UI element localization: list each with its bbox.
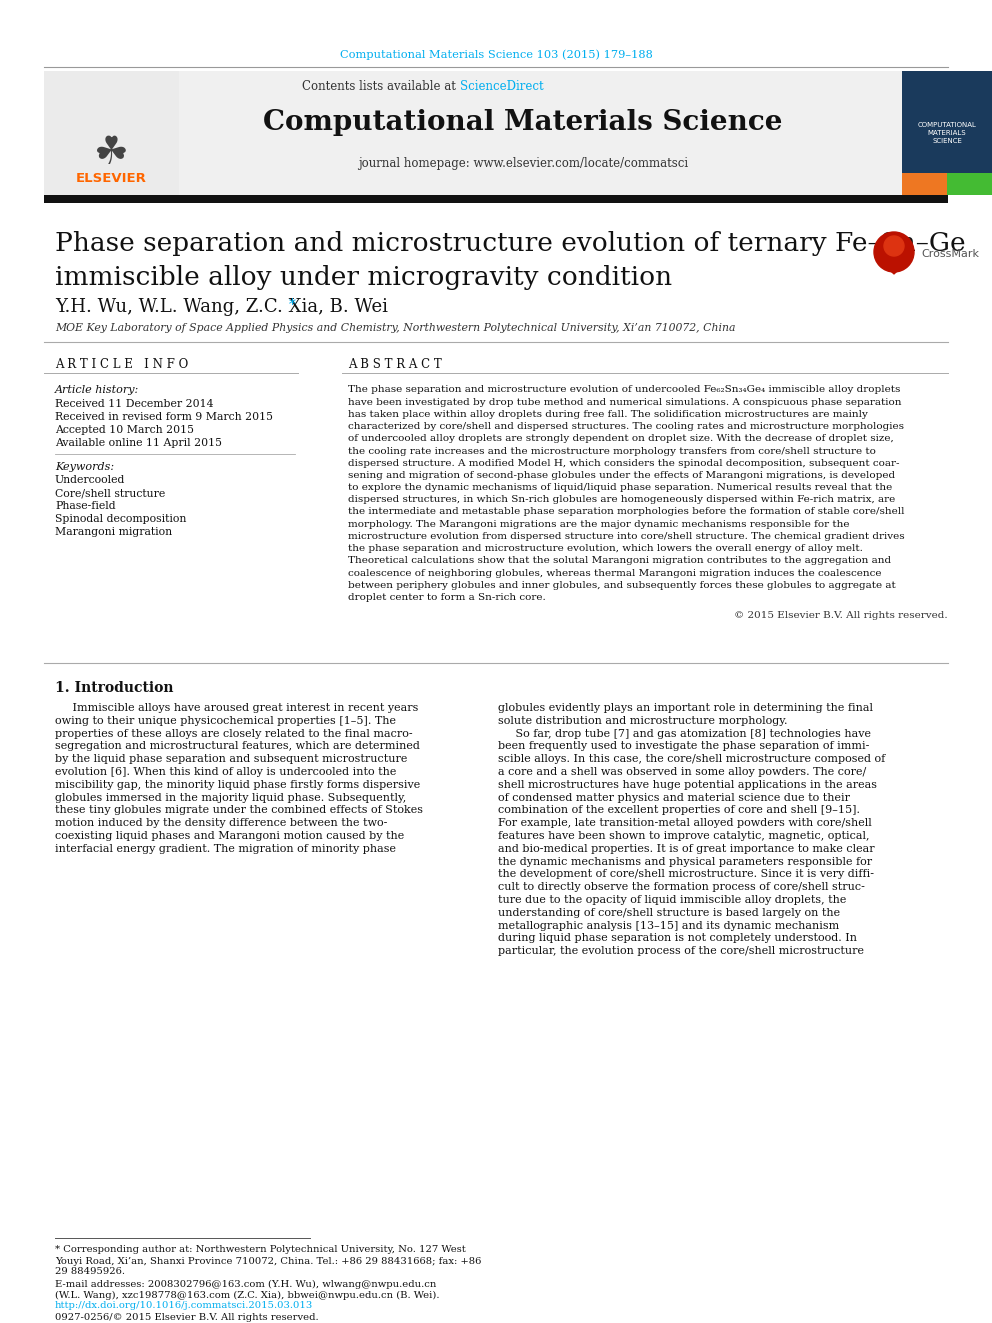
- Text: CrossMark: CrossMark: [921, 249, 979, 259]
- Text: to explore the dynamic mechanisms of liquid/liquid phase separation. Numerical r: to explore the dynamic mechanisms of liq…: [348, 483, 892, 492]
- Text: ELSEVIER: ELSEVIER: [75, 172, 147, 184]
- Text: Spinodal decomposition: Spinodal decomposition: [55, 515, 186, 524]
- Text: motion induced by the density difference between the two-: motion induced by the density difference…: [55, 818, 387, 828]
- Text: solute distribution and microstructure morphology.: solute distribution and microstructure m…: [498, 716, 788, 726]
- Text: Core/shell structure: Core/shell structure: [55, 488, 166, 497]
- Text: A R T I C L E   I N F O: A R T I C L E I N F O: [55, 359, 188, 372]
- Text: and bio-medical properties. It is of great importance to make clear: and bio-medical properties. It is of gre…: [498, 844, 875, 853]
- Text: Computational Materials Science 103 (2015) 179–188: Computational Materials Science 103 (201…: [339, 50, 653, 61]
- Text: interfacial energy gradient. The migration of minority phase: interfacial energy gradient. The migrati…: [55, 844, 396, 853]
- Text: been frequently used to investigate the phase separation of immi-: been frequently used to investigate the …: [498, 741, 869, 751]
- Text: the intermediate and metastable phase separation morphologies before the formati: the intermediate and metastable phase se…: [348, 508, 905, 516]
- Text: segregation and microstructural features, which are determined: segregation and microstructural features…: [55, 741, 420, 751]
- Text: the development of core/shell microstructure. Since it is very diffi-: the development of core/shell microstruc…: [498, 869, 874, 880]
- Text: COMPUTATIONAL
MATERIALS
SCIENCE: COMPUTATIONAL MATERIALS SCIENCE: [918, 122, 976, 144]
- Text: (W.L. Wang), xzc198778@163.com (Z.C. Xia), bbwei@nwpu.edu.cn (B. Wei).: (W.L. Wang), xzc198778@163.com (Z.C. Xia…: [55, 1290, 439, 1299]
- Text: the phase separation and microstructure evolution, which lowers the overall ener: the phase separation and microstructure …: [348, 544, 863, 553]
- Text: morphology. The Marangoni migrations are the major dynamic mechanisms responsibl: morphology. The Marangoni migrations are…: [348, 520, 849, 529]
- Text: http://dx.doi.org/10.1016/j.commatsci.2015.03.013: http://dx.doi.org/10.1016/j.commatsci.20…: [55, 1302, 313, 1311]
- FancyBboxPatch shape: [902, 71, 992, 194]
- Text: 0927-0256/© 2015 Elsevier B.V. All rights reserved.: 0927-0256/© 2015 Elsevier B.V. All right…: [55, 1312, 318, 1322]
- Text: Contents lists available at: Contents lists available at: [303, 81, 460, 94]
- Text: microstructure evolution from dispersed structure into core/shell structure. The: microstructure evolution from dispersed …: [348, 532, 905, 541]
- Text: Accepted 10 March 2015: Accepted 10 March 2015: [55, 425, 194, 435]
- Text: A B S T R A C T: A B S T R A C T: [348, 359, 441, 372]
- Text: properties of these alloys are closely related to the final macro-: properties of these alloys are closely r…: [55, 729, 413, 738]
- Text: Received 11 December 2014: Received 11 December 2014: [55, 400, 213, 409]
- Text: sening and migration of second-phase globules under the effects of Marangoni mig: sening and migration of second-phase glo…: [348, 471, 895, 480]
- Text: has taken place within alloy droplets during free fall. The solidification micro: has taken place within alloy droplets du…: [348, 410, 868, 419]
- Text: * Corresponding author at: Northwestern Polytechnical University, No. 127 West: * Corresponding author at: Northwestern …: [55, 1245, 466, 1254]
- Text: combination of the excellent properties of core and shell [9–15].: combination of the excellent properties …: [498, 806, 860, 815]
- Text: 1. Introduction: 1. Introduction: [55, 681, 174, 695]
- Text: understanding of core/shell structure is based largely on the: understanding of core/shell structure is…: [498, 908, 840, 918]
- Text: dispersed structure. A modified Model H, which considers the spinodal decomposit: dispersed structure. A modified Model H,…: [348, 459, 900, 468]
- Text: coalescence of neighboring globules, whereas thermal Marangoni migration induces: coalescence of neighboring globules, whe…: [348, 569, 882, 578]
- Text: metallographic analysis [13–15] and its dynamic mechanism: metallographic analysis [13–15] and its …: [498, 921, 839, 930]
- Text: 29 88495926.: 29 88495926.: [55, 1267, 125, 1277]
- Text: droplet center to form a Sn-rich core.: droplet center to form a Sn-rich core.: [348, 593, 546, 602]
- Text: Received in revised form 9 March 2015: Received in revised form 9 March 2015: [55, 411, 273, 422]
- FancyBboxPatch shape: [902, 173, 947, 194]
- FancyBboxPatch shape: [44, 71, 179, 194]
- Text: features have been shown to improve catalytic, magnetic, optical,: features have been shown to improve cata…: [498, 831, 870, 841]
- Polygon shape: [884, 265, 904, 274]
- Text: Phase-field: Phase-field: [55, 501, 116, 511]
- Text: Y.H. Wu, W.L. Wang, Z.C. Xia, B. Wei: Y.H. Wu, W.L. Wang, Z.C. Xia, B. Wei: [55, 298, 388, 316]
- Text: ture due to the opacity of liquid immiscible alloy droplets, the: ture due to the opacity of liquid immisc…: [498, 894, 846, 905]
- Text: scible alloys. In this case, the core/shell microstructure composed of: scible alloys. In this case, the core/sh…: [498, 754, 885, 765]
- Text: between periphery globules and inner globules, and subsequently forces these glo: between periphery globules and inner glo…: [348, 581, 896, 590]
- Text: journal homepage: www.elsevier.com/locate/commatsci: journal homepage: www.elsevier.com/locat…: [358, 156, 688, 169]
- Text: E-mail addresses: 2008302796@163.com (Y.H. Wu), wlwang@nwpu.edu.cn: E-mail addresses: 2008302796@163.com (Y.…: [55, 1279, 436, 1289]
- Text: immiscible alloy under microgravity condition: immiscible alloy under microgravity cond…: [55, 266, 673, 291]
- Text: coexisting liquid phases and Marangoni motion caused by the: coexisting liquid phases and Marangoni m…: [55, 831, 405, 841]
- Text: The phase separation and microstructure evolution of undercooled Fe₆₂Sn₃₄Ge₄ imm: The phase separation and microstructure …: [348, 385, 901, 394]
- Text: Computational Materials Science: Computational Materials Science: [263, 108, 783, 135]
- Text: owing to their unique physicochemical properties [1–5]. The: owing to their unique physicochemical pr…: [55, 716, 396, 726]
- Text: a core and a shell was observed in some alloy powders. The core/: a core and a shell was observed in some …: [498, 767, 866, 777]
- Text: Keywords:: Keywords:: [55, 462, 114, 472]
- Text: shell microstructures have huge potential applications in the areas: shell microstructures have huge potentia…: [498, 779, 877, 790]
- Text: So far, drop tube [7] and gas atomization [8] technologies have: So far, drop tube [7] and gas atomizatio…: [498, 729, 871, 738]
- Text: ScienceDirect: ScienceDirect: [460, 81, 544, 94]
- Circle shape: [884, 235, 904, 255]
- Text: the dynamic mechanisms and physical parameters responsible for: the dynamic mechanisms and physical para…: [498, 856, 872, 867]
- Text: globules immersed in the majority liquid phase. Subsequently,: globules immersed in the majority liquid…: [55, 792, 407, 803]
- Text: © 2015 Elsevier B.V. All rights reserved.: © 2015 Elsevier B.V. All rights reserved…: [734, 611, 948, 620]
- FancyBboxPatch shape: [902, 173, 992, 194]
- Circle shape: [874, 232, 914, 273]
- Text: have been investigated by drop tube method and numerical simulations. A conspicu: have been investigated by drop tube meth…: [348, 398, 902, 406]
- Text: Youyi Road, Xi’an, Shanxi Province 710072, China. Tel.: +86 29 88431668; fax: +8: Youyi Road, Xi’an, Shanxi Province 71007…: [55, 1257, 481, 1266]
- Text: miscibility gap, the minority liquid phase firstly forms dispersive: miscibility gap, the minority liquid pha…: [55, 779, 421, 790]
- Text: Marangoni migration: Marangoni migration: [55, 527, 173, 537]
- Text: Article history:: Article history:: [55, 385, 139, 396]
- FancyBboxPatch shape: [44, 71, 948, 194]
- Text: particular, the evolution process of the core/shell microstructure: particular, the evolution process of the…: [498, 946, 864, 957]
- Text: characterized by core/shell and dispersed structures. The cooling rates and micr: characterized by core/shell and disperse…: [348, 422, 904, 431]
- Text: Theoretical calculations show that the solutal Marangoni migration contributes t: Theoretical calculations show that the s…: [348, 556, 891, 565]
- Text: Available online 11 April 2015: Available online 11 April 2015: [55, 438, 222, 448]
- Text: by the liquid phase separation and subsequent microstructure: by the liquid phase separation and subse…: [55, 754, 408, 765]
- Text: the cooling rate increases and the microstructure morphology transfers from core: the cooling rate increases and the micro…: [348, 446, 876, 455]
- Text: evolution [6]. When this kind of alloy is undercooled into the: evolution [6]. When this kind of alloy i…: [55, 767, 397, 777]
- Text: Undercooled: Undercooled: [55, 475, 125, 486]
- Text: *: *: [289, 298, 296, 312]
- FancyBboxPatch shape: [44, 194, 948, 202]
- Text: globules evidently plays an important role in determining the final: globules evidently plays an important ro…: [498, 703, 873, 713]
- Text: MOE Key Laboratory of Space Applied Physics and Chemistry, Northwestern Polytech: MOE Key Laboratory of Space Applied Phys…: [55, 323, 735, 333]
- Text: during liquid phase separation is not completely understood. In: during liquid phase separation is not co…: [498, 934, 857, 943]
- Text: For example, late transition-metal alloyed powders with core/shell: For example, late transition-metal alloy…: [498, 818, 872, 828]
- Text: cult to directly observe the formation process of core/shell struc-: cult to directly observe the formation p…: [498, 882, 865, 892]
- Text: of undercooled alloy droplets are strongly dependent on droplet size. With the d: of undercooled alloy droplets are strong…: [348, 434, 894, 443]
- Text: of condensed matter physics and material science due to their: of condensed matter physics and material…: [498, 792, 850, 803]
- Text: Phase separation and microstructure evolution of ternary Fe–Sn–Ge: Phase separation and microstructure evol…: [55, 232, 965, 257]
- Text: Immiscible alloys have aroused great interest in recent years: Immiscible alloys have aroused great int…: [55, 703, 419, 713]
- Text: ☘: ☘: [93, 134, 128, 172]
- Text: these tiny globules migrate under the combined effects of Stokes: these tiny globules migrate under the co…: [55, 806, 423, 815]
- Text: dispersed structures, in which Sn-rich globules are homogeneously dispersed with: dispersed structures, in which Sn-rich g…: [348, 495, 895, 504]
